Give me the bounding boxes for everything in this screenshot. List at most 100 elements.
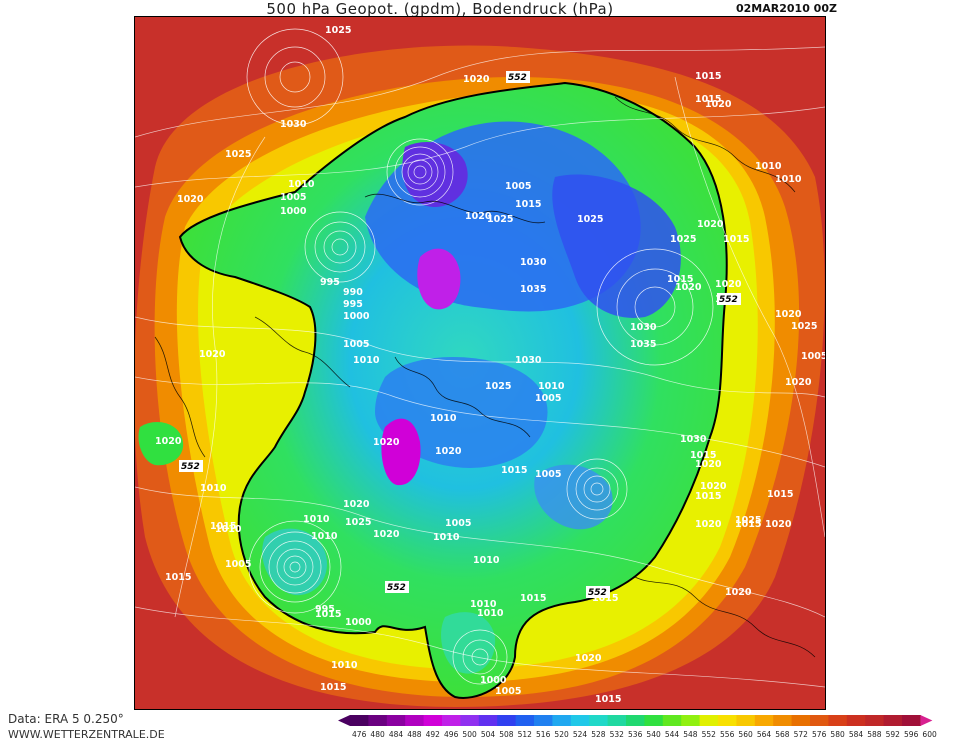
isobar-pressure-label: 1020 <box>199 349 226 360</box>
contour-label-box <box>586 586 610 598</box>
isobar-pressure-label: 1025 <box>735 515 761 526</box>
isobar-pressure-label: 1000 <box>343 311 370 322</box>
contour-552-label: 552 <box>181 462 200 472</box>
isobar-pressure-label: 1020 <box>373 437 400 448</box>
isobar-pressure-label: 1010 <box>303 514 330 525</box>
contour-label-box <box>385 581 409 593</box>
colorbar-swatch <box>626 715 645 726</box>
colorbar-tick-label: 536 <box>628 730 643 739</box>
colorbar-swatch <box>883 715 903 726</box>
map-title: 500 hPa Geopot. (gpdm), Bodendruck (hPa) <box>266 0 614 18</box>
isobar-pressure-label: 1010 <box>470 599 497 610</box>
colorbar-swatch <box>736 715 756 726</box>
isobar-pressure-label: 1005 <box>343 339 369 350</box>
colorbar-tick-label: 492 <box>426 730 441 739</box>
blue-core-low <box>534 464 613 530</box>
colorbar-tick-label: 552 <box>702 730 717 739</box>
colorbar-tick-label: 516 <box>536 730 551 739</box>
isobar-pressure-label: 1005 <box>445 518 471 529</box>
colorbar-swatch <box>902 715 921 726</box>
colorbar-tick-label: 572 <box>794 730 809 739</box>
colorbar-swatch <box>846 715 866 726</box>
isobar-pressure-label: 995 <box>320 277 340 288</box>
cyan-patch-west <box>138 422 184 466</box>
colorbar-swatch <box>552 715 572 726</box>
colorbar-tick-label: 556 <box>720 730 735 739</box>
isobar-pressure-label: 1025 <box>791 321 817 332</box>
isobar-pressure-label: 1020 <box>675 282 702 293</box>
contour-552-label: 552 <box>508 73 527 83</box>
purple-core-1 <box>402 142 468 207</box>
isobar-pressure-label: 1025 <box>325 25 351 36</box>
colorbar-tick-label: 544 <box>665 730 680 739</box>
isobar-pressure-label: 1010 <box>331 660 358 671</box>
isobar-pressure-label: 1015 <box>520 593 546 604</box>
isobar-pressure-label: 1005 <box>535 393 561 404</box>
isobar-pressure-label: 1015 <box>210 521 236 532</box>
isobar-pressure-label: 1020 <box>725 587 752 598</box>
isobar-pressure-label: 1020 <box>775 309 802 320</box>
isobar-pressure-label: 1000 <box>480 675 507 686</box>
isobar-pressure-label: 1010 <box>477 608 504 619</box>
isobar-pressure-label: 995 <box>343 299 363 310</box>
colorbar-tick-label: 520 <box>554 730 569 739</box>
isobar-pressure-label: 1025 <box>485 381 511 392</box>
isobar-pressure-label: 1030 <box>630 322 657 333</box>
colorbar-tick-label: 524 <box>573 730 588 739</box>
contour-552-label: 552 <box>387 583 406 593</box>
isobar-pressure-label: 1010 <box>473 555 500 566</box>
colorbar-right-arrow <box>920 715 933 726</box>
isobar-pressure-label: 1000 <box>280 206 307 217</box>
colorbar-swatch <box>828 715 848 726</box>
colorbar-tick-label: 548 <box>683 730 698 739</box>
colorbar-swatch <box>754 715 774 726</box>
colorbar-tick-label: 476 <box>352 730 367 739</box>
isobar-pressure-label: 1020 <box>465 211 492 222</box>
isobar-pressure-label: 1010 <box>311 531 338 542</box>
isobar-pressure-label: 1015 <box>320 682 346 693</box>
isobar-pressure-label: 1005 <box>280 192 306 203</box>
isobar-pressure-label: 1020 <box>765 519 792 530</box>
isobar-pressure-label: 1005 <box>535 469 561 480</box>
isobar-pressure-label: 1030 <box>515 355 542 366</box>
isobar-pressure-label: 1010 <box>353 355 380 366</box>
isobar-pressure-label: 1030 <box>520 257 547 268</box>
isobar-pressure-label: 1010 <box>538 381 565 392</box>
colorbar-swatch <box>350 715 369 726</box>
colorbar-swatch <box>681 715 701 726</box>
colorbar-tick-label: 592 <box>886 730 901 739</box>
map-date: 02MAR2010 00Z <box>736 2 837 15</box>
isobar-pressure-label: 995 <box>315 604 335 615</box>
isobar-pressure-label: 1020 <box>575 653 602 664</box>
colorbar-tick-label: 564 <box>757 730 772 739</box>
colorbar-legend: 476 480 484 488 492 496 500 504 508 512 516 520 524 5… <box>338 715 937 739</box>
data-source-label: Data: ERA 5 0.250° <box>8 712 124 726</box>
isobar-pressure-label: 1020 <box>785 377 812 388</box>
colorbar-swatch <box>791 715 811 726</box>
colorbar-tick-label: 540 <box>646 730 661 739</box>
isobar-pressure-label: 1015 <box>515 199 541 210</box>
isobar-pressure-label: 1020 <box>705 99 732 110</box>
colorbar-swatch <box>865 715 885 726</box>
isobar-pressure-label: 1020 <box>697 219 724 230</box>
isobar-pressure-label: 1030 <box>280 119 307 130</box>
colorbar-swatch <box>442 715 461 726</box>
isobar-pressure-label: 1020 <box>463 74 490 85</box>
isobar-pressure-label: 1015 <box>592 593 618 604</box>
purple-core-2 <box>417 248 461 310</box>
colorbar-swatch <box>534 715 553 726</box>
isobar-pressure-label: 1010 <box>433 532 460 543</box>
colorbar-swatch <box>368 715 388 726</box>
isobar-rings <box>246 28 714 685</box>
isobar-pressure-label: 1010 <box>430 413 457 424</box>
isobar-pressure-label: 1020 <box>695 459 722 470</box>
isobar-pressure-label: 1015 <box>767 489 793 500</box>
blue-core-east <box>552 174 681 318</box>
colorbar-swatch <box>773 715 793 726</box>
colorbar-swatch <box>570 715 590 726</box>
isobar-pressure-label: 1015 <box>667 274 693 285</box>
contour-label-box <box>179 460 203 472</box>
isobar-pressure-label: 1015 <box>501 465 527 476</box>
